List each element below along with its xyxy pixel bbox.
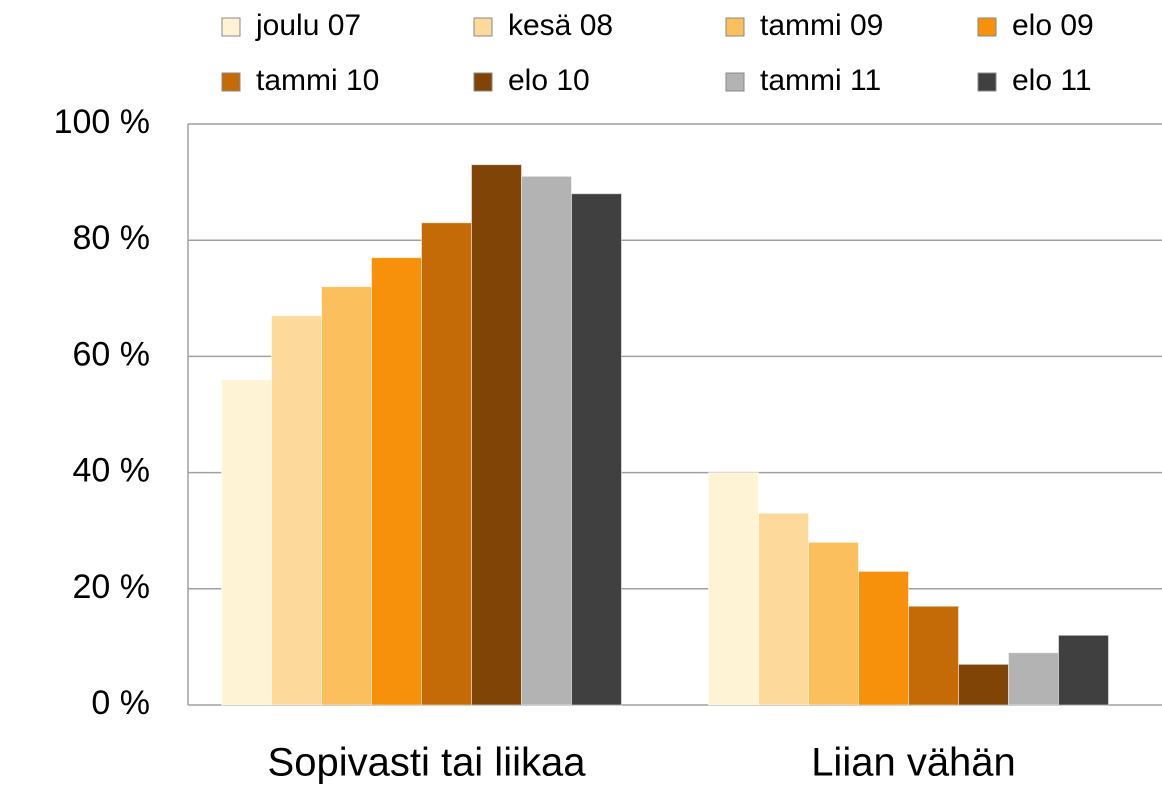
bar <box>958 663 1009 706</box>
bar <box>371 257 422 706</box>
bar <box>221 379 272 706</box>
bar <box>858 570 909 706</box>
bar <box>321 286 372 706</box>
bar <box>271 315 322 706</box>
y-tick-label: 20 % <box>73 568 151 606</box>
legend-swatch <box>473 72 493 92</box>
legend-label: tammi 11 <box>760 64 881 97</box>
y-tick-label: 100 % <box>54 103 150 141</box>
y-tick-label: 0 % <box>91 684 150 722</box>
bar <box>908 605 959 706</box>
legend-swatch <box>977 17 997 37</box>
legend-swatch <box>977 72 997 92</box>
legend-swatch <box>725 72 745 92</box>
y-tick-label: 60 % <box>73 335 151 373</box>
legend-swatch <box>221 72 241 92</box>
bar <box>521 175 572 706</box>
legend-label: elo 11 <box>1012 64 1092 97</box>
x-tick-label: Sopivasti tai liikaa <box>268 741 587 785</box>
y-tick-label: 40 % <box>73 452 151 490</box>
x-tick-label: Liian vähän <box>811 741 1016 785</box>
legend-label: tammi 09 <box>760 9 883 42</box>
legend-swatch <box>221 17 241 37</box>
legend-swatch <box>473 17 493 37</box>
legend-label: tammi 10 <box>256 64 379 97</box>
bar <box>1008 652 1059 706</box>
legend-label: kesä 08 <box>508 9 613 42</box>
bar <box>421 222 472 706</box>
y-tick-label: 80 % <box>73 219 151 257</box>
legend-label: elo 09 <box>1012 9 1094 42</box>
bar <box>471 164 522 706</box>
legend-label: joulu 07 <box>255 9 361 42</box>
bar <box>1058 634 1109 706</box>
legend-label: elo 10 <box>508 64 590 97</box>
bar <box>708 472 759 706</box>
bar <box>571 193 622 706</box>
bar <box>758 512 809 706</box>
legend-swatch <box>725 17 745 37</box>
bar <box>808 541 859 706</box>
